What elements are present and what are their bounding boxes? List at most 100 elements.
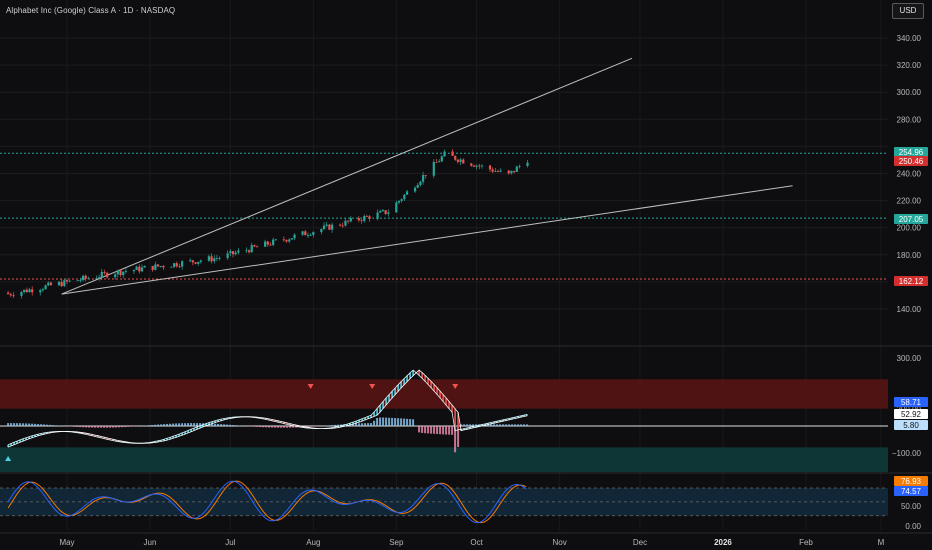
- candle-body: [357, 218, 360, 221]
- price-tick-label: 200.00: [897, 224, 922, 233]
- candle-body: [245, 250, 248, 252]
- histogram-bar: [166, 423, 169, 426]
- candle-body: [12, 295, 15, 297]
- candle-body: [191, 260, 194, 263]
- price-tick-label: 180.00: [897, 251, 922, 260]
- histogram-bar: [409, 419, 412, 426]
- histogram-bar: [40, 424, 43, 426]
- candle-body: [416, 184, 419, 188]
- candle-body: [84, 275, 87, 279]
- candle-body: [387, 212, 390, 214]
- price-tick-label: 240.00: [897, 170, 922, 179]
- candle-body: [124, 271, 128, 272]
- candle-body: [325, 224, 328, 226]
- candle-body: [499, 170, 502, 172]
- candle-body: [264, 241, 267, 247]
- histogram-bar: [283, 426, 286, 428]
- candle-body: [247, 250, 251, 253]
- currency-button[interactable]: USD: [892, 3, 924, 19]
- oversold-zone: [0, 447, 888, 472]
- candle-body: [100, 271, 103, 278]
- candle-body: [23, 289, 26, 292]
- histogram-bar: [433, 426, 436, 434]
- wave-line-fast: [7, 369, 528, 446]
- histogram-bar: [220, 424, 223, 426]
- candle-body: [213, 258, 216, 262]
- candle-body: [472, 165, 476, 167]
- candle-body: [229, 251, 232, 254]
- histogram-bar: [49, 424, 52, 426]
- histogram-bar: [394, 418, 397, 426]
- osc2-badge-label: 76.93: [901, 477, 922, 486]
- price-badge: [894, 147, 928, 157]
- candle-body: [368, 216, 371, 219]
- histogram-bar: [514, 424, 517, 426]
- candle-body: [478, 165, 481, 167]
- candle-body: [293, 234, 296, 239]
- candle-body: [462, 159, 465, 164]
- candle-body: [181, 261, 184, 267]
- osc1-badge-label: 52.92: [901, 410, 922, 419]
- price-badge: [894, 276, 928, 286]
- osc1-badge: [894, 409, 928, 419]
- candle-body: [122, 271, 125, 275]
- histogram-bar: [70, 426, 73, 427]
- histogram-bar: [10, 423, 13, 426]
- histogram-bar: [421, 426, 424, 433]
- candle-body: [76, 280, 79, 282]
- osc2-badge: [894, 486, 928, 496]
- candle-body: [443, 151, 446, 157]
- histogram-bar: [76, 426, 79, 427]
- time-axis-label: Nov: [553, 538, 567, 547]
- candle-body: [518, 166, 521, 167]
- candle-body: [309, 234, 312, 236]
- histogram-bar: [424, 426, 427, 434]
- trendline: [61, 185, 793, 295]
- histogram-bar: [28, 423, 31, 426]
- histogram-bar: [100, 426, 103, 428]
- candle-body: [421, 175, 425, 182]
- histogram-bar: [55, 425, 58, 426]
- candle-body: [207, 256, 211, 261]
- candle-body: [20, 291, 23, 296]
- histogram-bar: [172, 423, 175, 426]
- histogram-bar: [445, 426, 448, 435]
- histogram-bar: [154, 424, 157, 426]
- histogram-bar: [379, 417, 382, 426]
- histogram-bar: [418, 426, 421, 433]
- histogram-bar: [226, 424, 229, 426]
- candle-body: [197, 261, 200, 264]
- histogram-bar: [235, 425, 238, 426]
- main-price-panel[interactable]: [0, 0, 932, 530]
- candle-body: [454, 155, 457, 160]
- candle-body: [132, 269, 136, 272]
- oscillator-panel-2[interactable]: [0, 480, 888, 524]
- histogram-bar: [337, 424, 340, 426]
- candle-body: [194, 262, 197, 264]
- histogram-bar: [367, 423, 370, 426]
- candle-body: [49, 282, 53, 286]
- histogram-bar: [73, 426, 76, 427]
- histogram-bar: [199, 423, 202, 426]
- histogram-bar: [169, 423, 172, 426]
- oscillator-panel-1[interactable]: [0, 369, 888, 472]
- histogram-bar: [259, 426, 262, 428]
- histogram-bar: [97, 426, 100, 428]
- candle-body: [210, 256, 213, 262]
- histogram-bar: [121, 426, 124, 428]
- histogram-bar: [352, 423, 355, 426]
- osc1-badge-label: 5.80: [903, 421, 919, 430]
- price-axis[interactable]: 340.00 320.00 300.00 280.00 240.00 220.00 200.…: [892, 34, 928, 531]
- time-axis[interactable]: May Jun Jul Aug Sep Oct Nov Dec 2026 Feb M: [0, 532, 932, 547]
- histogram-bar: [412, 419, 415, 426]
- candle-body: [413, 187, 417, 192]
- sell-signal-marker: [369, 384, 376, 389]
- histogram-bar: [499, 424, 502, 426]
- candle-body: [237, 250, 240, 253]
- candle-body: [119, 270, 122, 275]
- candle-body: [347, 220, 350, 222]
- histogram-bar: [487, 424, 490, 426]
- candle-body: [424, 175, 427, 176]
- candle-body: [510, 170, 513, 174]
